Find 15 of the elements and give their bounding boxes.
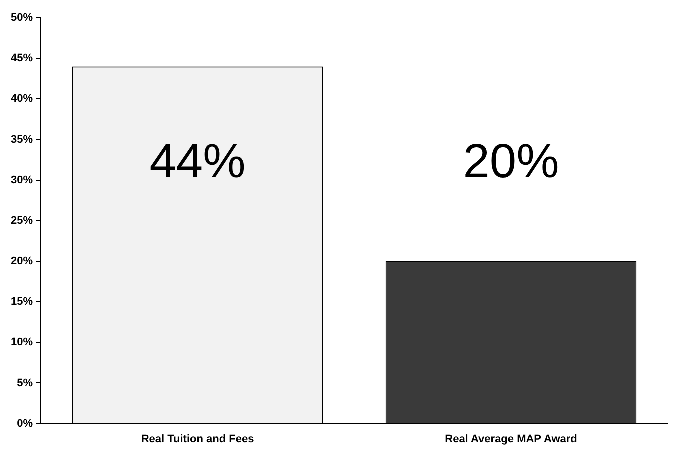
y-tick-label: 30% (10, 174, 34, 186)
y-tick-label: 40% (10, 93, 34, 106)
y-tick-label: 25% (10, 214, 34, 227)
y-tick-label: 15% (10, 296, 34, 308)
y-tick-label: 0% (17, 418, 34, 430)
x-tick-label: Real Average MAP Award (445, 433, 578, 446)
y-tick-label: 10% (10, 336, 34, 349)
y-tick-label: 20% (10, 256, 34, 268)
x-tick-label: Real Tuition and Fees (141, 433, 254, 446)
y-tick-label: 50% (10, 12, 34, 24)
y-tick-label: 45% (10, 52, 34, 65)
data-label: 44% (150, 135, 246, 188)
data-label: 20% (463, 135, 560, 188)
y-tick-label: 35% (10, 134, 34, 146)
y-tick-label: 5% (17, 377, 34, 390)
